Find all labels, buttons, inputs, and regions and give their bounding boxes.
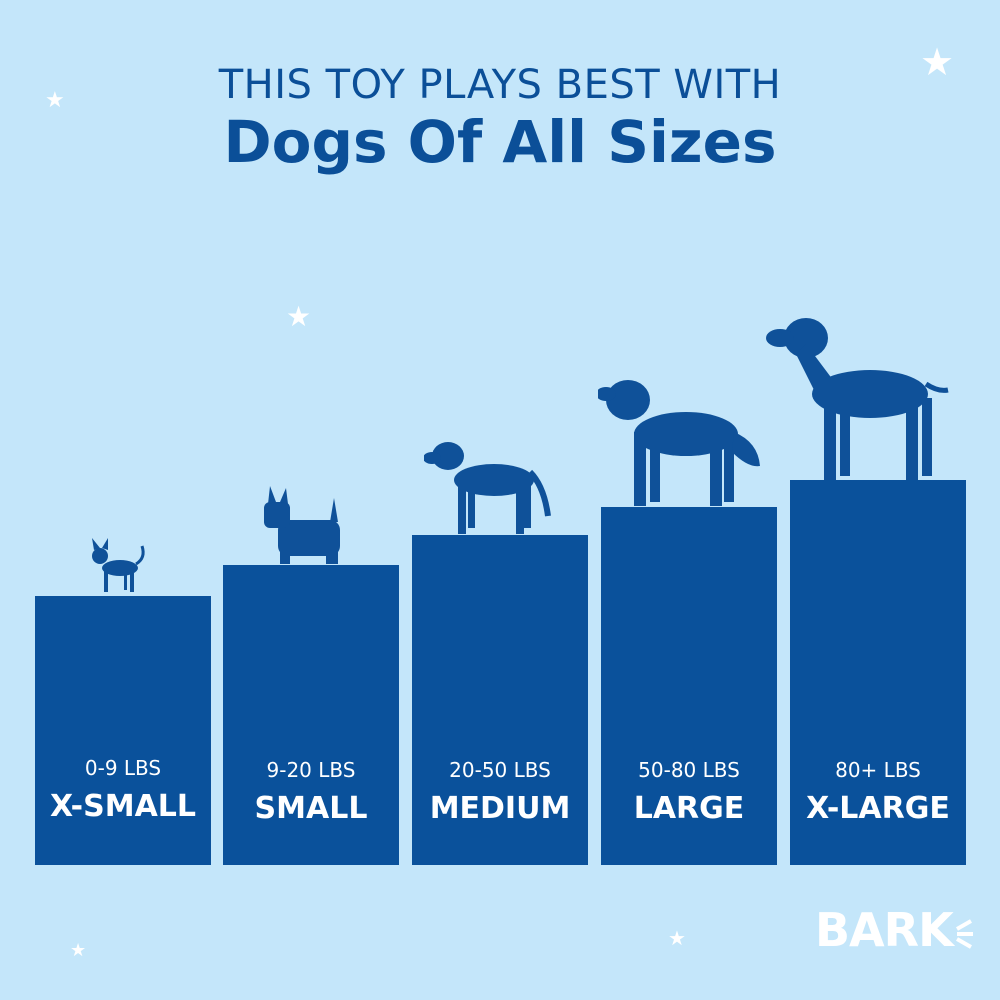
chihuahua-silhouette-icon <box>92 538 145 592</box>
bark-logo: BARK <box>815 903 975 957</box>
bark-sound-lines-icon <box>955 918 973 949</box>
weight-range: 80+ LBS <box>835 758 921 782</box>
star-icon: ★ <box>286 300 312 333</box>
size-bar-x-small: 0-9 LBS X-SMALL <box>35 596 211 865</box>
size-bar-medium: 20-50 LBS MEDIUM <box>412 535 588 865</box>
heading-line1: THIS TOY PLAYS BEST WITH <box>218 62 782 108</box>
scottish-terrier-silhouette-icon <box>264 486 340 564</box>
size-label: X-SMALL <box>49 789 197 824</box>
size-label: SMALL <box>254 791 368 826</box>
weight-range: 20-50 LBS <box>449 758 551 782</box>
star-icon: ★ <box>668 926 686 950</box>
weight-range: 50-80 LBS <box>638 758 740 782</box>
size-label: X-LARGE <box>806 791 950 826</box>
golden-retriever-silhouette-icon <box>598 380 760 506</box>
star-icon: ★ <box>45 88 65 113</box>
labrador-silhouette-icon <box>424 442 551 534</box>
star-icon: ★ <box>70 940 87 961</box>
size-bar-small: 9-20 LBS SMALL <box>223 565 399 865</box>
size-label: LARGE <box>633 791 745 826</box>
size-bar-large: 50-80 LBS LARGE <box>601 507 777 865</box>
size-label: MEDIUM <box>429 791 571 826</box>
great-dane-silhouette-icon <box>766 318 949 480</box>
star-icon: ★ <box>920 40 955 84</box>
size-bar-x-large: 80+ LBS X-LARGE <box>790 480 966 865</box>
weight-range: 9-20 LBS <box>266 758 356 782</box>
heading-line2: Dogs Of All Sizes <box>223 108 777 176</box>
weight-range: 0-9 LBS <box>84 756 162 780</box>
